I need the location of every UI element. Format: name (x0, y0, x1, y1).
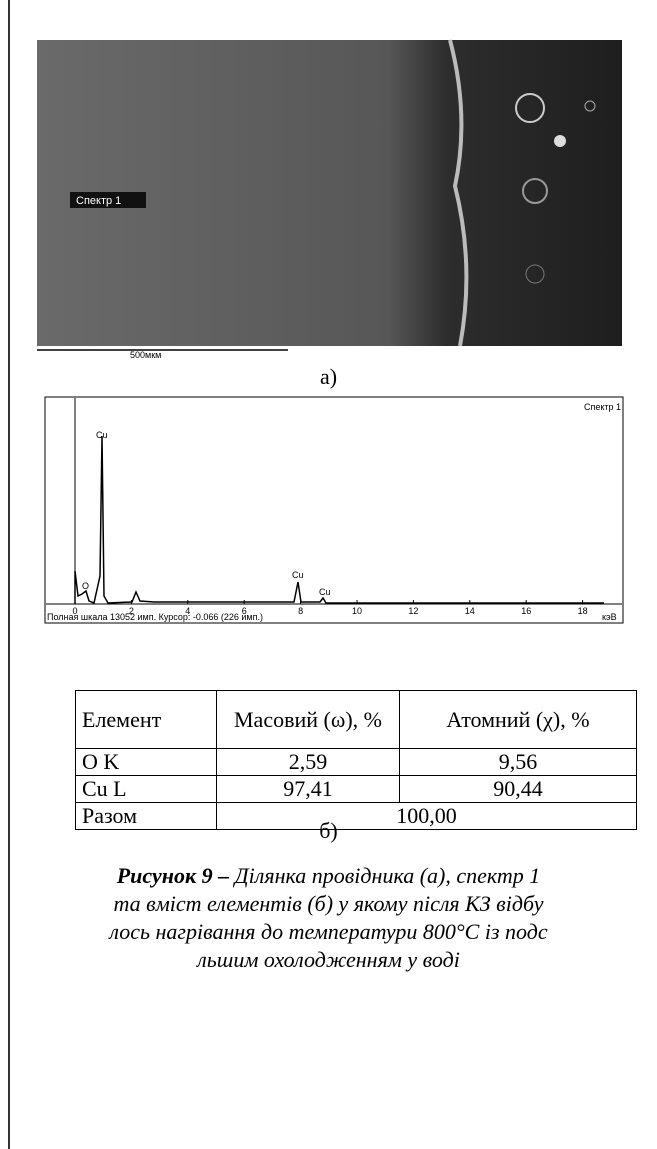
element-table: Елемент Масовий (ω), % Атомний (χ), % O … (75, 690, 637, 830)
peak-label: O (82, 581, 89, 591)
scale-label: 500мкм (130, 350, 161, 360)
sem-edge (448, 39, 469, 347)
tick-label: 4 (185, 606, 190, 616)
header-cell: Елемент (75, 690, 217, 749)
cell: 100,00 (216, 802, 637, 830)
header-cell: Масовий (ω), % (216, 690, 400, 749)
tick-label: 18 (578, 606, 588, 616)
spectrum: Спектр 1 Cu O Cu Cu кэВ Полная шкала 130… (44, 396, 624, 624)
tick-label: 10 (352, 606, 362, 616)
sem-pore (515, 93, 545, 123)
page-border (8, 0, 10, 1149)
cell: 97,41 (216, 775, 400, 803)
unit-label: кэВ (602, 612, 617, 622)
caption-line: Рисунок 9 – Ділянка провідника (а), спек… (0, 862, 657, 890)
cell: O K (75, 748, 217, 776)
spectrum-marker (70, 192, 146, 208)
sem-pore (554, 135, 566, 147)
spectrum-curve (74, 435, 604, 605)
tick-label: 14 (465, 606, 475, 616)
caption-text: Ділянка провідника (а), спектр 1 (234, 863, 541, 888)
peak-label: Cu (292, 570, 304, 580)
sem-pore (522, 178, 548, 204)
spectrum-title: Спектр 1 (584, 402, 621, 412)
sem-pore (525, 264, 545, 284)
cell: Разом (75, 802, 217, 830)
caption-line: льшим охолодженням у воді (197, 947, 460, 972)
tick-label: 12 (408, 606, 418, 616)
caption-line: та вміст елементів (б) у якому після КЗ … (113, 891, 544, 916)
tick-label: 2 (129, 606, 134, 616)
image-label: Спектр 1 (76, 195, 121, 207)
tick-label: 6 (242, 606, 247, 616)
caption-label: Рисунок 9 – (116, 863, 230, 888)
header-cell: Атомний (χ), % (399, 690, 637, 749)
tick-label: 16 (521, 606, 531, 616)
caption: Рисунок 9 – Ділянка провідника (а), спек… (0, 862, 657, 974)
cell: Cu L (75, 775, 217, 803)
cell: 9,56 (399, 748, 637, 776)
spectrum-footer: Полная шкала 13052 имп. Курсор: -0.066 (… (47, 612, 263, 622)
label-a: а) (319, 364, 338, 389)
sem-pore (584, 100, 596, 112)
label-b: б) (319, 818, 338, 843)
sem-image: Спектр 1 500мкм (37, 39, 622, 360)
caption-line: лось нагрівання до температури 800°С із … (109, 919, 548, 944)
peak-label: Cu (319, 587, 331, 597)
tick-label: 8 (298, 606, 303, 616)
cell: 2,59 (216, 748, 400, 776)
peak-label: Cu (96, 430, 108, 440)
spectrum-frame (44, 396, 624, 624)
tick-label: 0 (72, 606, 77, 616)
cell: 90,44 (399, 775, 637, 803)
